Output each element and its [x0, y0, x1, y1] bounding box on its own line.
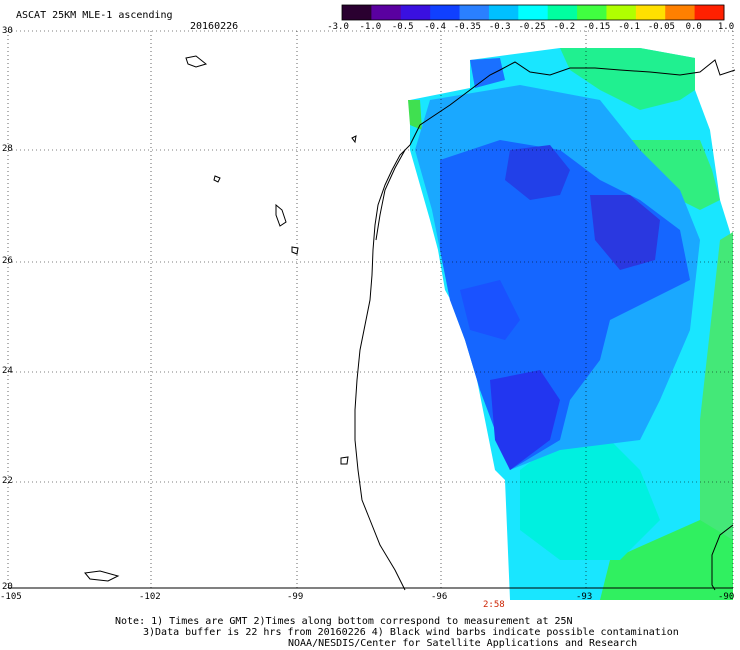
- grid: [8, 31, 733, 588]
- colorbar-label: -0.05: [647, 22, 675, 32]
- colorbar-swatch: [577, 5, 607, 20]
- colorbar-swatch: [488, 5, 519, 20]
- coast-yucatan: [711, 524, 734, 591]
- colorbar-frame: [341, 4, 725, 21]
- colorbar-swatch: [342, 5, 372, 20]
- lake-7: [351, 135, 357, 144]
- lake-6: [340, 456, 349, 465]
- lat-label-24: 24: [2, 366, 13, 376]
- note-line-3: NOAA/NESDIS/Center for Satellite Applica…: [288, 638, 638, 649]
- lon-label-105: -105: [0, 592, 22, 602]
- swath-green-top: [560, 48, 695, 110]
- lake-3: [275, 203, 287, 227]
- colorbar-label: -0.2: [553, 22, 576, 32]
- map-date: 20160226: [190, 21, 239, 32]
- lon-label-102: -102: [139, 592, 161, 602]
- coast-gulf: [409, 59, 736, 146]
- colorbar-label: 0.0: [685, 22, 702, 32]
- colorbar-label: -3.0: [327, 22, 349, 32]
- note-line-2: 3)Data buffer is 22 hrs from 20160226 4)…: [143, 627, 679, 638]
- lat-label-28: 28: [2, 144, 13, 154]
- colorbar-label: -0.25: [518, 22, 546, 32]
- colorbar-label: -0.1: [618, 22, 640, 32]
- colorbar-label: -1.0: [359, 22, 382, 32]
- colorbar-swatch: [635, 5, 666, 20]
- lat-label-22: 22: [2, 476, 13, 486]
- swath-darkblue-1: [505, 145, 570, 200]
- coast-texas: [354, 144, 411, 591]
- colorbar-swatch: [430, 5, 461, 20]
- lon-label-96: -96: [431, 592, 448, 602]
- colorbar-label: -0.35: [453, 22, 481, 32]
- swath-top-blue: [470, 58, 505, 88]
- coastline: [354, 59, 736, 591]
- colorbar-swatch: [606, 5, 637, 20]
- swath-darkblue-2: [590, 195, 660, 270]
- colorbar-label: -0.5: [391, 22, 414, 32]
- colorbar-swatch: [459, 5, 490, 20]
- colorbar-swatch: [400, 5, 431, 20]
- map-title: ASCAT 25KM MLE-1 ascending: [16, 10, 173, 21]
- colorbar-label: -0.3: [488, 22, 511, 32]
- colorbar: [341, 4, 725, 21]
- lake-1: [185, 55, 208, 68]
- colorbar-swatch: [371, 5, 402, 20]
- lon-label-93: -93: [576, 592, 593, 602]
- lon-label-90: -90: [718, 592, 735, 602]
- colorbar-label: -0.15: [583, 22, 611, 32]
- note-line-1: Note: 1) Times are GMT 2)Times along bot…: [115, 616, 573, 627]
- lake-4: [291, 246, 299, 255]
- swath-darkblue-4: [460, 280, 520, 340]
- lake-5: [84, 570, 120, 582]
- lake-outlines: [84, 55, 357, 582]
- swath-teal-band: [520, 440, 660, 560]
- swath-green-south: [600, 520, 733, 600]
- lat-label-26: 26: [2, 256, 13, 266]
- colorbar-swatch: [518, 5, 549, 20]
- lat-label-20: 20: [2, 582, 13, 592]
- swath-darkblue-3: [490, 370, 560, 470]
- coast-barrier: [375, 149, 406, 241]
- swath-green-left: [408, 100, 422, 130]
- lake-2: [213, 175, 221, 183]
- lat-label-30: 30: [2, 26, 13, 36]
- lon-label-99: -99: [287, 592, 304, 602]
- colorbar-swatch: [665, 5, 696, 20]
- colorbar-label: 1.0: [717, 22, 735, 32]
- time-marker: 2:58: [483, 600, 505, 610]
- colorbar-swatch: [547, 5, 578, 20]
- colorbar-swatch: [694, 5, 725, 20]
- colorbar-label: -0.4: [424, 22, 446, 32]
- swath-green-east: [700, 232, 733, 600]
- swath-field: [408, 48, 733, 600]
